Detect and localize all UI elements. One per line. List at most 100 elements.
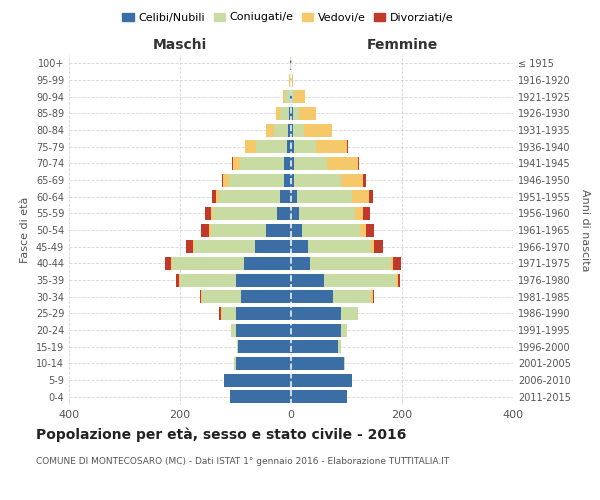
Bar	[291, 174, 294, 186]
Bar	[291, 240, 308, 253]
Y-axis label: Anni di nascita: Anni di nascita	[580, 188, 590, 271]
Bar	[284, 157, 291, 170]
Bar	[304, 124, 332, 136]
Bar	[209, 224, 211, 236]
Bar	[290, 74, 291, 86]
Bar	[355, 207, 363, 220]
Bar	[291, 157, 294, 170]
Bar	[291, 374, 352, 386]
Bar	[280, 190, 291, 203]
Bar	[397, 274, 398, 286]
Bar	[363, 207, 370, 220]
Bar	[291, 207, 299, 220]
Y-axis label: Fasce di età: Fasce di età	[20, 197, 30, 263]
Bar	[274, 124, 288, 136]
Bar	[293, 124, 304, 136]
Bar	[180, 274, 235, 286]
Bar	[299, 207, 355, 220]
Bar	[277, 207, 291, 220]
Text: COMUNE DI MONTECOSARO (MC) - Dati ISTAT 1° gennaio 2016 - Elaborazione TUTTITALI: COMUNE DI MONTECOSARO (MC) - Dati ISTAT …	[36, 458, 449, 466]
Bar	[235, 357, 291, 370]
Bar	[291, 190, 296, 203]
Bar	[293, 107, 299, 120]
Bar	[368, 190, 373, 203]
Bar	[363, 174, 366, 186]
Bar	[202, 290, 241, 303]
Bar	[288, 124, 291, 136]
Bar	[291, 274, 325, 286]
Bar	[373, 290, 374, 303]
Bar	[283, 90, 286, 103]
Bar	[216, 190, 219, 203]
Bar	[200, 290, 201, 303]
Legend: Celibi/Nubili, Coniugati/e, Vedovi/e, Divorziati/e: Celibi/Nubili, Coniugati/e, Vedovi/e, Di…	[118, 8, 458, 27]
Bar	[291, 324, 341, 336]
Bar	[193, 240, 194, 253]
Bar	[341, 307, 358, 320]
Bar	[296, 190, 352, 203]
Bar	[223, 174, 229, 186]
Bar	[231, 324, 235, 336]
Bar	[291, 357, 344, 370]
Bar	[212, 190, 216, 203]
Bar	[236, 340, 238, 353]
Bar	[241, 290, 291, 303]
Bar	[341, 174, 363, 186]
Bar	[371, 240, 374, 253]
Bar	[235, 324, 291, 336]
Bar	[289, 107, 291, 120]
Text: Maschi: Maschi	[153, 38, 207, 52]
Bar	[291, 140, 294, 153]
Bar	[295, 90, 305, 103]
Bar	[229, 174, 284, 186]
Bar	[358, 157, 359, 170]
Bar	[255, 240, 291, 253]
Bar	[292, 74, 293, 86]
Bar	[302, 224, 361, 236]
Bar	[233, 157, 240, 170]
Bar	[392, 257, 401, 270]
Bar	[176, 274, 179, 286]
Bar	[294, 140, 316, 153]
Bar	[291, 340, 338, 353]
Bar	[291, 290, 332, 303]
Bar	[276, 107, 280, 120]
Bar	[211, 207, 214, 220]
Bar	[244, 257, 291, 270]
Bar	[299, 107, 316, 120]
Bar	[344, 357, 345, 370]
Bar	[200, 224, 209, 236]
Bar	[291, 124, 293, 136]
Bar	[291, 307, 341, 320]
Bar	[194, 240, 255, 253]
Bar	[266, 224, 291, 236]
Bar	[366, 224, 374, 236]
Bar	[292, 90, 295, 103]
Bar	[341, 324, 347, 336]
Bar	[361, 224, 366, 236]
Bar	[221, 307, 235, 320]
Bar	[235, 274, 291, 286]
Bar	[230, 390, 291, 403]
Bar	[291, 107, 293, 120]
Bar	[214, 207, 277, 220]
Bar	[170, 257, 172, 270]
Bar	[352, 190, 368, 203]
Bar	[240, 157, 284, 170]
Bar	[211, 224, 266, 236]
Bar	[219, 190, 280, 203]
Bar	[398, 274, 400, 286]
Bar	[294, 174, 341, 186]
Bar	[172, 257, 244, 270]
Bar	[332, 290, 371, 303]
Bar	[290, 90, 291, 103]
Bar	[308, 240, 371, 253]
Bar	[165, 257, 170, 270]
Bar	[371, 290, 373, 303]
Bar	[256, 140, 287, 153]
Bar	[205, 207, 211, 220]
Bar	[289, 74, 290, 86]
Bar	[186, 240, 193, 253]
Bar	[232, 157, 233, 170]
Bar	[391, 257, 392, 270]
